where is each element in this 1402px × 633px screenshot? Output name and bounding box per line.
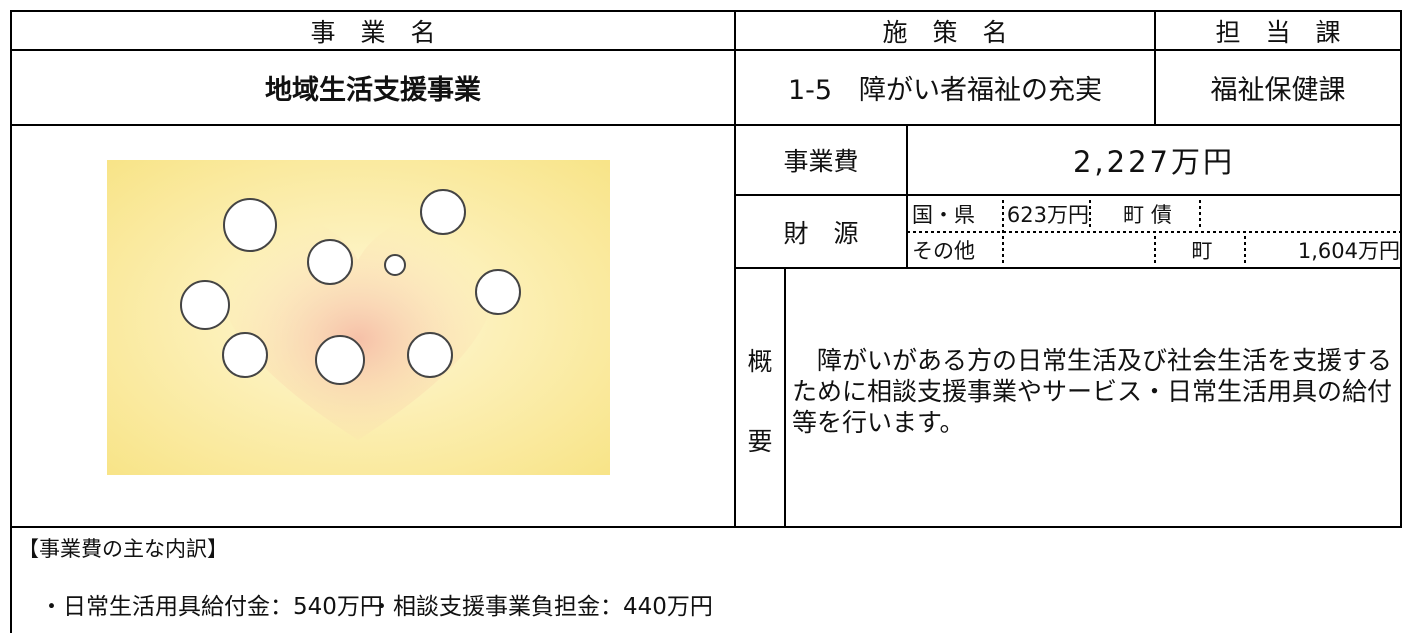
breakdown-item: ・相談支援事業負担金：440万円 (370, 594, 713, 620)
national-value: 623万円 (1006, 203, 1089, 227)
project-name: 地域生活支援事業 (265, 75, 481, 106)
bond-label: 町 債 (1123, 203, 1172, 227)
cost-label: 事業費 (783, 147, 859, 176)
summary-label: 要 (747, 427, 773, 456)
town-label: 町 (1191, 239, 1213, 263)
header-cell: 施 策 名 (882, 17, 1008, 47)
town-value: 1,604万円 (1297, 239, 1400, 263)
policy-name: 1-5 障がい者福祉の充実 (787, 75, 1103, 106)
cost-value: 2,227万円 (1072, 145, 1236, 179)
funding-label: 財 源 (783, 218, 859, 248)
summary-text: 障がいがある方の日常生活及び社会生活を支援するために相談支援事業やサービス・日常… (792, 346, 1393, 437)
national-label: 国・県 (912, 203, 975, 227)
dept-name: 福祉保健課 (1210, 75, 1346, 106)
breakdown-title: 【事業費の主な内訳】 (18, 537, 228, 561)
summary-label: 概 (747, 347, 773, 376)
header-cell: 事 業 名 (310, 17, 436, 47)
breakdown-item: ・日常生活用具給付金：540万円 (40, 594, 383, 620)
other-label: その他 (912, 239, 975, 263)
header-cell: 担 当 課 (1215, 17, 1341, 47)
